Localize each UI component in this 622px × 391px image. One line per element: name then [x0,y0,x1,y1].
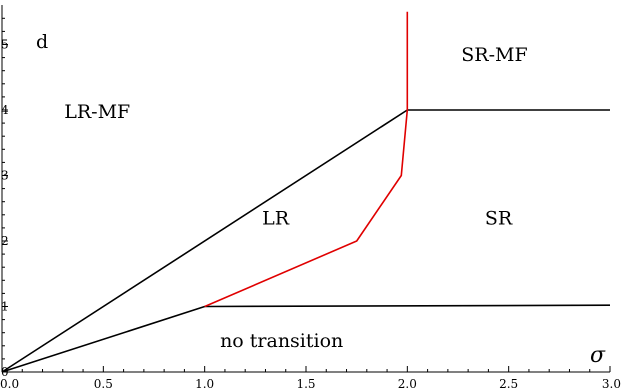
region-label: SR-MF [461,44,527,66]
x-tick-label: 2.5 [499,377,518,391]
axes [1,5,610,373]
red-boundary-line [204,11,409,308]
region-label: no transition [220,330,343,352]
y-tick-label: 1 [1,300,9,314]
y-axis-label: d [36,31,48,53]
region-label: LR [262,208,290,230]
series-lines [1,11,611,373]
black-boundary-line [204,304,611,308]
black-boundary-line [1,109,408,373]
black-boundary-line [1,305,205,373]
tick-labels: 0.0 0.5 1.0 1.5 2.0 2.5 3.0 0 1 2 3 4 5 [0,38,621,391]
x-tick-label: 3.0 [602,377,621,391]
x-tick-label: 1.0 [195,377,214,391]
x-tick-label: 2.0 [398,377,417,391]
y-tick-label: 4 [1,103,9,117]
x-tick-label: 0.0 [0,377,19,391]
region-label: SR [485,208,513,230]
y-tick-label: 3 [1,169,9,183]
y-tick-label: 0 [1,365,9,379]
axis-ticks [1,17,611,373]
y-tick-label: 5 [1,38,9,52]
x-axis-label: σ [590,343,606,368]
x-tick-label: 0.5 [94,377,113,391]
y-tick-label: 2 [1,234,9,248]
region-labels: LR-MF SR-MF LR SR no transition [64,44,527,352]
region-label: LR-MF [64,101,130,123]
x-tick-label: 1.5 [296,377,315,391]
